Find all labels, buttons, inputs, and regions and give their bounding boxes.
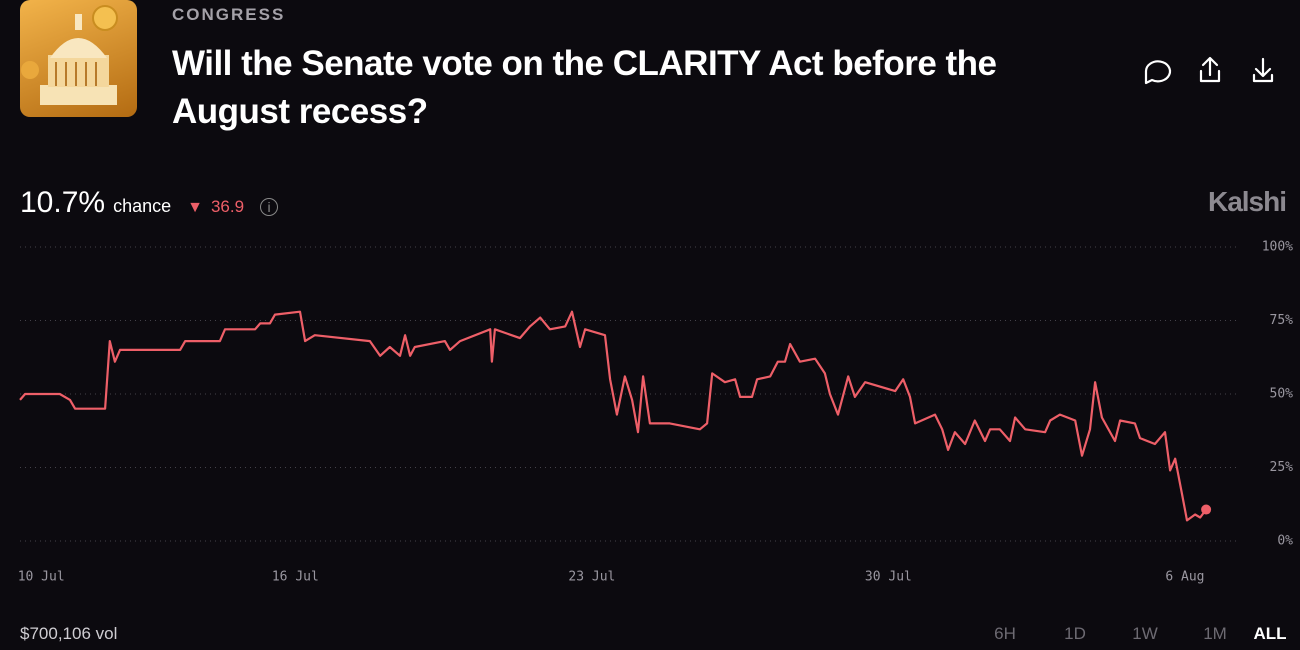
- last-point: [1201, 504, 1212, 515]
- volume: $700,106 vol: [20, 624, 118, 643]
- category: CONGRESS: [172, 5, 286, 24]
- change-arrow: ▼: [187, 199, 203, 216]
- change: 36.9: [210, 197, 245, 216]
- x-tick-label: 6 Aug: [1165, 570, 1204, 585]
- chance-value: 10.7%: [20, 186, 106, 219]
- market-image: [20, 0, 137, 117]
- range-button[interactable]: 1W: [1132, 624, 1158, 643]
- x-tick-label: 10 Jul: [18, 570, 65, 585]
- range-button[interactable]: 6H: [994, 624, 1016, 643]
- range-button[interactable]: ALL: [1253, 624, 1287, 643]
- x-tick-label: 16 Jul: [272, 570, 319, 585]
- share-button[interactable]: [1199, 56, 1221, 83]
- range-selector: 6H 1D 1W 1M ALL: [970, 624, 1290, 644]
- download-button[interactable]: [1252, 57, 1274, 83]
- x-tick-label: 23 Jul: [568, 570, 615, 585]
- y-tick-label: 25%: [1270, 460, 1294, 475]
- y-tick-label: 75%: [1270, 313, 1294, 328]
- brand: Kalshi: [1207, 186, 1287, 217]
- comment-button[interactable]: [1144, 60, 1172, 85]
- y-tick-label: 50%: [1270, 387, 1294, 402]
- price-line: [19, 310, 1207, 522]
- y-tick-label: 0%: [1277, 534, 1293, 549]
- info-icon[interactable]: i: [260, 198, 279, 216]
- chance-label: chance: [113, 196, 172, 216]
- range-button[interactable]: 1D: [1064, 624, 1086, 643]
- summary: 10.7% chance ▼ 36.9 i: [20, 186, 279, 220]
- actions: [1144, 56, 1274, 85]
- capitol-icon: [21, 5, 118, 105]
- y-tick-label: 100%: [1262, 240, 1293, 255]
- market-title: Will the Senate vote on the CLARITY Act …: [172, 44, 997, 131]
- range-button[interactable]: 1M: [1203, 624, 1227, 643]
- x-tick-label: 30 Jul: [865, 570, 912, 585]
